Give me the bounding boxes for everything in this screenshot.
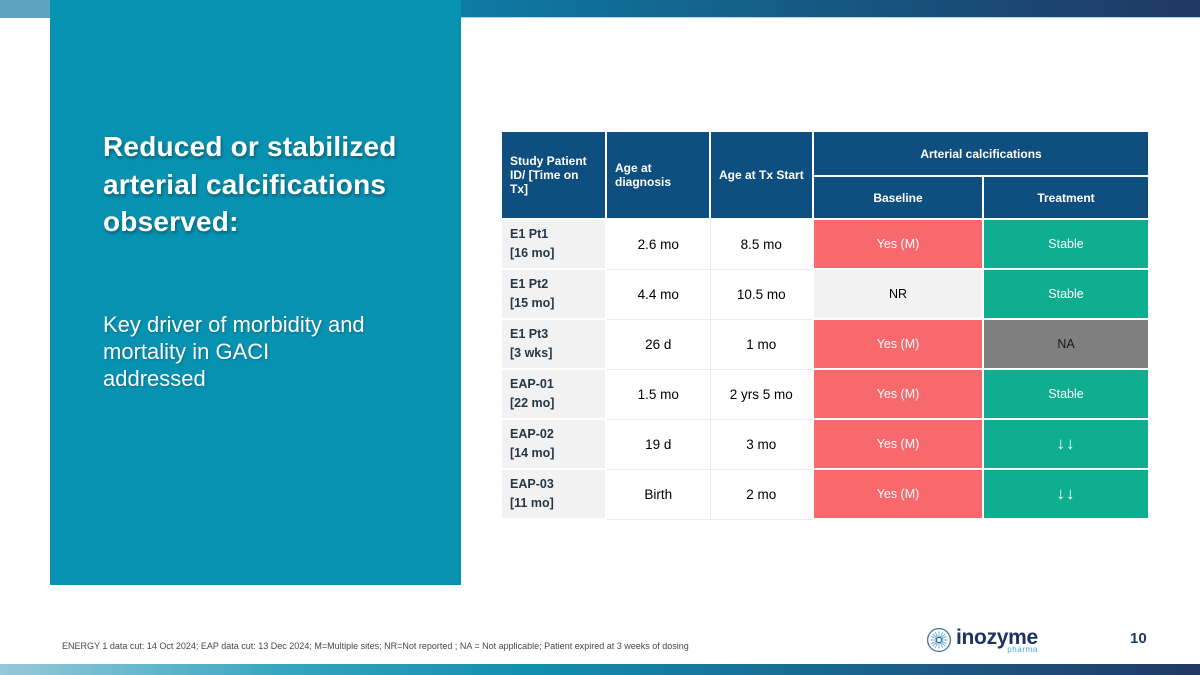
header-treatment: Treatment [981, 175, 1151, 220]
patient-id-cell: EAP-03 [11 mo] [500, 468, 607, 520]
age-at-tx-start-cell: 2 mo [709, 468, 814, 520]
inozyme-logo: inozyme pharma [925, 626, 1038, 654]
table-row: E1 Pt1 [16 mo] 2.6 mo 8.5 mo Yes (M) Sta… [500, 218, 1151, 270]
bottom-accent-bar [0, 664, 1200, 675]
patient-id-cell: E1 Pt1 [16 mo] [500, 218, 607, 270]
patient-id-cell: EAP-02 [14 mo] [500, 418, 607, 470]
baseline-status-cell: NR [812, 268, 984, 320]
patient-id: E1 Pt1 [510, 226, 549, 241]
table-body: E1 Pt1 [16 mo] 2.6 mo 8.5 mo Yes (M) Sta… [500, 218, 1151, 520]
baseline-status-cell: Yes (M) [812, 468, 984, 520]
patient-id: EAP-01 [510, 376, 554, 391]
age-at-tx-start-cell: 8.5 mo [709, 218, 814, 270]
page-number: 10 [1130, 630, 1147, 647]
baseline-status-cell: Yes (M) [812, 368, 984, 420]
treatment-status-cell: NA [981, 318, 1151, 370]
footnote: ENERGY 1 data cut: 14 Oct 2024; EAP data… [62, 641, 689, 651]
baseline-status-cell: Yes (M) [812, 318, 984, 370]
baseline-status-cell: Yes (M) [812, 218, 984, 270]
time-on-tx: [3 wks] [510, 346, 553, 360]
age-at-diagnosis-cell: Birth [605, 468, 711, 520]
table-row: EAP-01 [22 mo] 1.5 mo 2 yrs 5 mo Yes (M)… [500, 368, 1151, 420]
patient-id: E1 Pt2 [510, 276, 549, 291]
header-age-at-tx-start: Age at Tx Start [709, 130, 814, 220]
time-on-tx: [11 mo] [510, 496, 554, 510]
age-at-tx-start-cell: 1 mo [709, 318, 814, 370]
slide-title: Reduced or stabilized arterial calcifica… [103, 131, 397, 238]
treatment-status-cell: ↓↓ [981, 418, 1151, 470]
brand-name: inozyme [956, 625, 1038, 649]
age-at-diagnosis-cell: 26 d [605, 318, 711, 370]
title-panel: Reduced or stabilized arterial calcifica… [50, 0, 461, 585]
age-at-diagnosis-cell: 4.4 mo [605, 268, 711, 320]
header-arterial-calcifications: Arterial calcifications [811, 130, 1151, 177]
table-header: Study Patient ID/ [Time on Tx] Age at di… [500, 130, 1151, 220]
age-at-tx-start-cell: 3 mo [709, 418, 814, 470]
header-baseline: Baseline [812, 175, 984, 220]
treatment-status-cell: Stable [981, 218, 1151, 270]
age-at-tx-start-cell: 2 yrs 5 mo [709, 368, 814, 420]
treatment-status-cell: ↓↓ [981, 468, 1151, 520]
baseline-status-cell: Yes (M) [812, 418, 984, 470]
patient-id-cell: EAP-01 [22 mo] [500, 368, 607, 420]
starburst-circle-icon [926, 627, 952, 653]
top-left-accent [0, 0, 50, 18]
time-on-tx: [15 mo] [510, 296, 555, 310]
time-on-tx: [22 mo] [510, 396, 555, 410]
time-on-tx: [14 mo] [510, 446, 555, 460]
patient-id: EAP-02 [510, 426, 554, 441]
table-row: E1 Pt2 [15 mo] 4.4 mo 10.5 mo NR Stable [500, 268, 1151, 320]
patient-id-cell: E1 Pt3 [3 wks] [500, 318, 607, 370]
age-at-diagnosis-cell: 1.5 mo [605, 368, 711, 420]
brand-sub-name: pharma [1007, 644, 1038, 654]
treatment-status-cell: Stable [981, 268, 1151, 320]
age-at-tx-start-cell: 10.5 mo [709, 268, 814, 320]
header-study-patient-id: Study Patient ID/ [Time on Tx] [500, 130, 607, 220]
age-at-diagnosis-cell: 2.6 mo [605, 218, 711, 270]
patient-id: EAP-03 [510, 476, 554, 491]
slide-subtitle: Key driver of morbidity and mortality in… [103, 312, 365, 392]
header-age-at-diagnosis: Age at diagnosis [605, 130, 711, 220]
treatment-status-cell: Stable [981, 368, 1151, 420]
patient-calcification-table: Study Patient ID/ [Time on Tx] Age at di… [500, 130, 1151, 520]
table-row: EAP-02 [14 mo] 19 d 3 mo Yes (M) ↓↓ [500, 418, 1151, 470]
table-row: E1 Pt3 [3 wks] 26 d 1 mo Yes (M) NA [500, 318, 1151, 370]
time-on-tx: [16 mo] [510, 246, 555, 260]
brand-text: inozyme pharma [956, 627, 1038, 654]
age-at-diagnosis-cell: 19 d [605, 418, 711, 470]
patient-id: E1 Pt3 [510, 326, 549, 341]
table-row: EAP-03 [11 mo] Birth 2 mo Yes (M) ↓↓ [500, 468, 1151, 520]
patient-id-cell: E1 Pt2 [15 mo] [500, 268, 607, 320]
